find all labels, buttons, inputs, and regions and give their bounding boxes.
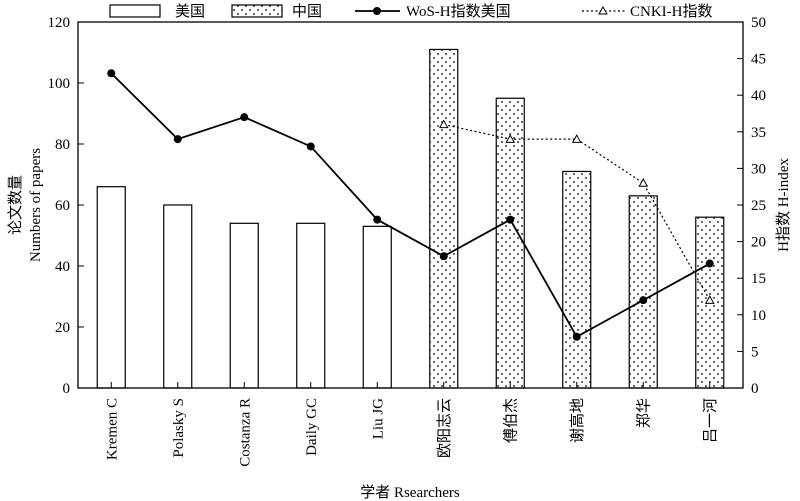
wos-point: [506, 215, 515, 224]
wos-point: [639, 296, 648, 305]
x-tick-label: 吕一河: [702, 398, 719, 443]
x-tick-label: Liu JG: [370, 398, 386, 439]
legend-label-wos: WoS-H指数美国: [406, 3, 511, 20]
legend-marker-cnki: [598, 5, 608, 15]
legend-swatch-cn: [231, 4, 283, 18]
y2-tick-label: 10: [751, 308, 766, 324]
legend-label-cnki: CNKI-H指数: [630, 3, 713, 20]
legend-swatch-us: [109, 4, 161, 18]
wos-point: [705, 259, 714, 268]
y2-tick-label: 40: [751, 88, 766, 104]
wos-point: [306, 142, 315, 151]
bar-us: [163, 204, 193, 389]
y2-tick-label: 35: [751, 125, 766, 141]
cnki-point: [438, 119, 449, 129]
cnki-h-index-line: [443, 123, 711, 301]
legend: 美国 中国 WoS-H指数美国 CNKI-H指数: [109, 3, 713, 20]
bar-cn: [628, 195, 658, 389]
legend-marker-wos: [373, 7, 381, 15]
cnki-point: [704, 295, 715, 304]
bar-us: [296, 222, 326, 389]
wos-point: [173, 135, 182, 144]
y2-tick-label: 0: [751, 381, 759, 397]
x-tick-label: 傅伯杰: [502, 398, 519, 443]
y2-tick-label: 20: [751, 235, 766, 251]
y2-axis-title: H指数 H-index: [775, 158, 792, 252]
x-tick-label: 谢高地: [569, 398, 586, 443]
x-tick-label: Daily GC: [304, 398, 320, 456]
wos-point: [373, 215, 382, 224]
y2-tick-label: 15: [751, 271, 766, 287]
wos-h-index-line: [110, 72, 711, 338]
x-tick-label: Costanza R: [237, 398, 253, 467]
y2-tick-label: 5: [751, 344, 759, 360]
lines-layer: [107, 69, 715, 341]
wos-point: [240, 113, 249, 122]
y-tick-label: 20: [55, 320, 70, 336]
cnki-point: [638, 178, 649, 187]
wos-point: [439, 252, 448, 261]
y-tick-label: 120: [48, 15, 71, 31]
bar-us: [362, 225, 392, 389]
wos-point: [107, 69, 116, 78]
y-axis-title-cn: 论文数量: [7, 175, 24, 235]
bars-layer: [96, 48, 725, 389]
cnki-point: [571, 134, 582, 143]
y2-tick-label: 45: [751, 52, 766, 68]
y2-tick-label: 50: [751, 15, 766, 31]
x-tick-label: 欧阳志云: [436, 398, 453, 458]
axes-layer: 0 20 40 60 80 100 120 0 5 10 15 20 25 30 35 40 45 50 Kreme…: [48, 15, 767, 467]
y-tick-label: 0: [63, 381, 71, 397]
bar-cn: [562, 170, 592, 389]
y2-tick-label: 30: [751, 161, 766, 177]
bar-us: [229, 222, 259, 389]
x-tick-label: 郑华: [635, 398, 652, 428]
y-tick-label: 80: [55, 137, 70, 153]
x-tick-label: Polasky S: [171, 398, 187, 458]
wos-point: [572, 332, 581, 341]
y-tick-label: 40: [55, 259, 70, 275]
y2-tick-label: 25: [751, 198, 766, 214]
y-tick-label: 100: [48, 76, 71, 92]
bar-us: [96, 186, 126, 389]
x-axis-title: 学者 Rsearchers: [360, 484, 460, 501]
bar-cn: [429, 48, 459, 389]
y-axis-title-en: Numbers of papers: [28, 148, 44, 262]
cnki-point: [505, 134, 516, 143]
bar-cn: [495, 97, 525, 389]
x-tick-label: Kremen C: [104, 398, 120, 460]
legend-label-cn: 中国: [292, 3, 322, 20]
y-tick-label: 60: [55, 198, 70, 214]
legend-label-us: 美国: [175, 3, 205, 20]
